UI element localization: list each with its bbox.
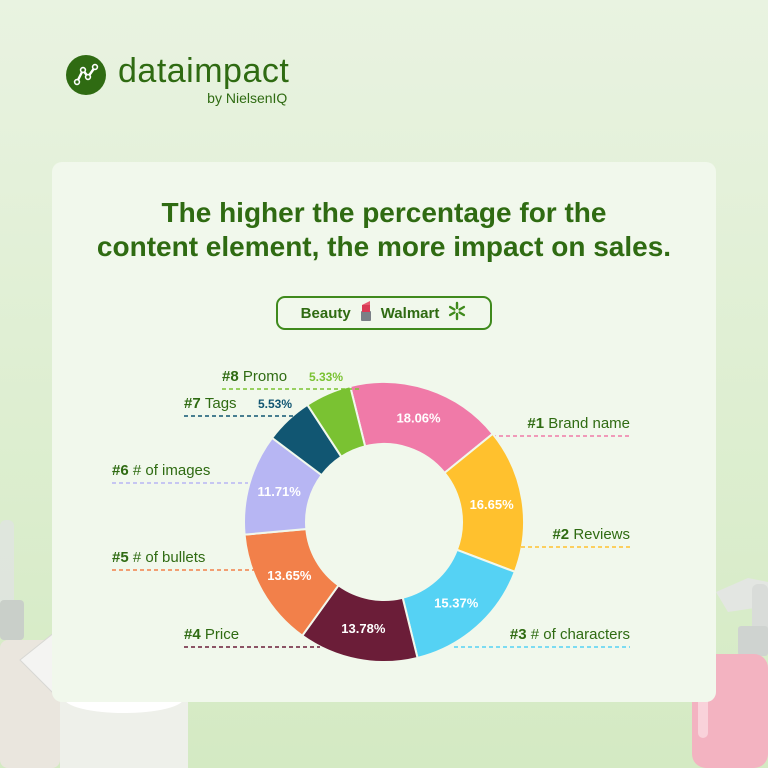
category-label: #8 Promo [222,368,287,385]
slice-value-label: 16.65% [470,497,515,512]
category-label: #6 # of images [112,462,210,479]
brand-logo: dataimpact by NielsenIQ [66,52,289,106]
slice-value-label: 15.37% [434,596,479,611]
walmart-spark-icon [447,301,467,325]
slice-value-label: 5.33% [309,370,343,384]
headline-line-2: content element, the more impact on sale… [96,231,672,262]
slice-value-label: 5.53% [258,397,292,411]
slice-value-label: 11.71% [257,484,301,499]
chart-line-icon [66,55,106,95]
category-label: #7 Tags [184,395,237,412]
slice-value-label: 13.65% [267,568,312,583]
headline-line-1: The higher the percentage for the [161,197,607,228]
category-label: #4 Price [184,626,239,643]
category-label: #5 # of bullets [112,549,205,566]
donut-slice-8 [306,384,367,459]
brand-name: dataimpact [118,52,290,90]
lipstick-icon [359,301,373,325]
retailer-label: Walmart [380,304,440,322]
category-label: #3 # of characters [510,626,630,643]
filter-pill: Beauty Walmart [276,296,492,330]
headline: The higher the percentage for the conten… [0,196,768,264]
slice-value-label: 18.06% [397,411,442,426]
category-label: Beauty [300,304,351,322]
category-label: #2 Reviews [552,526,630,543]
brand-subtitle: by NielsenIQ [207,90,288,106]
slice-value-label: 13.78% [341,621,386,636]
category-label: #1 Brand name [527,415,630,432]
